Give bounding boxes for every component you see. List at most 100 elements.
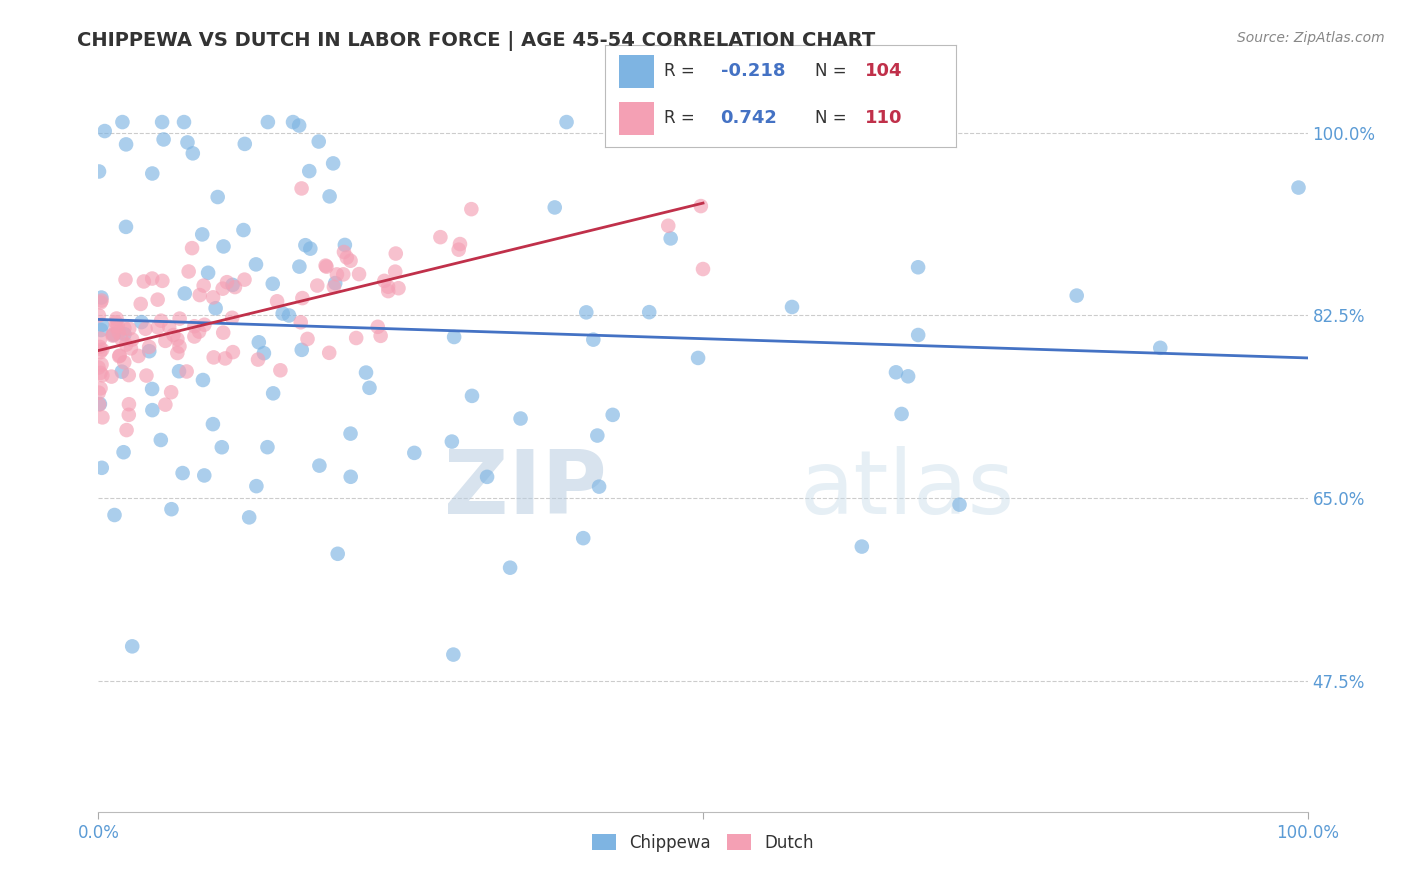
Point [602,408,624,422]
Point [166,332,188,346]
Point [377,284,399,298]
Point [166,346,188,360]
Point [339,469,361,483]
Point [224,280,246,294]
Point [91,318,114,332]
Point [440,434,463,449]
Point [233,272,256,286]
Point [221,277,243,292]
Point [120,342,142,356]
Point [118,368,141,383]
Point [948,498,970,512]
Point [907,260,929,275]
Point [367,319,389,334]
Point [688,351,710,365]
Point [247,352,270,367]
Point [232,223,254,237]
Point [89,381,111,395]
Point [121,640,143,654]
Point [266,294,288,309]
Point [257,115,280,129]
Point [183,319,205,334]
Point [387,281,409,295]
Point [449,237,471,252]
Point [118,397,141,411]
Point [347,267,370,281]
Point [582,333,605,347]
Point [404,446,426,460]
Point [202,290,225,304]
Point [115,137,138,152]
Point [160,502,183,516]
Text: -0.218: -0.218 [721,62,785,80]
Point [115,423,138,437]
Point [91,343,114,357]
Point [333,245,356,260]
Point [377,279,399,293]
Point [157,319,180,334]
Bar [619,102,654,135]
Point [322,156,344,170]
Point [104,319,127,334]
Point [115,337,138,351]
Point [212,326,235,340]
Point [138,340,160,354]
Point [318,189,340,203]
Point [460,202,482,216]
Point [907,328,929,343]
Point [339,426,361,441]
Point [132,275,155,289]
Point [443,330,465,344]
Point [188,288,211,302]
Point [318,346,340,360]
Point [162,328,184,343]
Point [127,349,149,363]
Point [307,278,329,293]
Point [193,468,215,483]
Point [89,340,111,354]
Point [90,293,112,308]
Text: N =: N = [815,110,852,128]
Point [191,373,214,387]
Point [101,327,124,342]
Point [141,382,163,396]
Point [89,345,111,359]
Text: 110: 110 [865,110,903,128]
Point [176,364,198,378]
Text: ZIP: ZIP [443,446,606,533]
Point [87,385,110,400]
Point [359,381,381,395]
Point [1149,341,1171,355]
Point [238,510,260,524]
Point [851,540,873,554]
Point [441,648,464,662]
Point [111,115,134,129]
Point [193,278,215,293]
Point [288,260,311,274]
Point [181,146,204,161]
Point [247,335,270,350]
Point [499,560,522,574]
Point [245,479,267,493]
Point [294,238,316,252]
Point [188,325,211,339]
Legend: Chippewa, Dutch: Chippewa, Dutch [586,827,820,858]
Point [692,262,714,277]
Point [299,242,322,256]
Point [89,332,111,346]
Point [107,318,129,333]
Point [928,115,950,129]
Point [332,268,354,282]
Point [291,291,314,305]
Point [91,368,114,383]
Point [780,300,803,314]
Point [281,115,304,129]
Point [104,315,127,329]
Point [89,397,111,411]
Point [191,227,214,242]
Point [107,326,129,340]
Point [90,323,112,337]
Text: N =: N = [815,62,852,80]
Point [90,358,112,372]
Point [118,321,141,335]
